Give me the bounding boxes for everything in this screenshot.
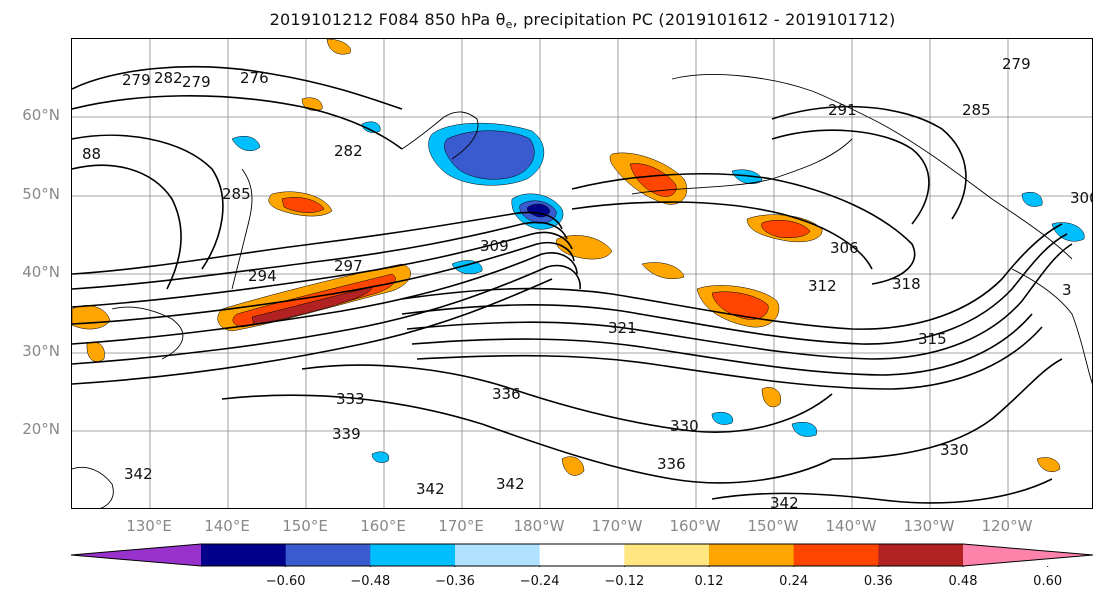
contour-label: 342 <box>770 494 799 509</box>
theta-e-contours <box>72 65 1073 504</box>
lon-label: 160°E <box>360 517 406 535</box>
contour-label: 291 <box>828 101 857 119</box>
contour-label: 321 <box>608 319 637 337</box>
contour-label: 285 <box>222 185 251 203</box>
map-panel: 279 282 279 276 88 282 285 294 297 309 3… <box>71 38 1093 509</box>
contour-label: 339 <box>332 425 361 443</box>
contour-label: 3 <box>1062 281 1072 299</box>
colorbar-segment <box>370 544 456 566</box>
colorbar-segment <box>539 544 625 566</box>
colorbar-tick-label: 0.36 <box>863 574 893 589</box>
precip-negative-areas <box>231 121 1085 463</box>
title-suffix: , precipitation PC (2019101612 - 2019101… <box>512 10 896 29</box>
colorbar-segment <box>624 544 710 566</box>
contour-label: 282 <box>154 69 183 87</box>
lat-label: 30°N <box>22 342 60 360</box>
colorbar-extend-min <box>71 544 201 566</box>
contour-label: 333 <box>336 390 365 408</box>
lon-label: 150°E <box>282 517 328 535</box>
title-prefix: 2019101212 F084 850 hPa θ <box>269 10 506 29</box>
colorbar-segment <box>878 544 964 566</box>
lon-label: 120°W <box>981 517 1033 535</box>
colorbar-tick-label: 0.48 <box>948 574 978 589</box>
contour-label: 312 <box>808 277 837 295</box>
lat-label: 60°N <box>22 106 60 124</box>
lat-label: 50°N <box>22 185 60 203</box>
lon-label: 130°E <box>126 517 172 535</box>
contour-label: 297 <box>334 257 363 275</box>
lon-label: 130°W <box>903 517 955 535</box>
contour-label: 306 <box>830 239 859 257</box>
contour-label: 309 <box>480 237 509 255</box>
lon-label: 180°W <box>513 517 565 535</box>
lon-label: 140°W <box>825 517 877 535</box>
contour-label: 294 <box>248 267 277 285</box>
colorbar-tick-label: −0.12 <box>604 574 645 589</box>
colorbar-tick-label: 0.24 <box>779 574 809 589</box>
colorbar-tick-label: 0.60 <box>1033 574 1063 589</box>
colorbar-segment <box>201 544 287 566</box>
contour-label: 342 <box>496 475 525 493</box>
contour-label: 300 <box>1070 189 1093 207</box>
contour-label: 279 <box>182 73 211 91</box>
lon-label: 140°E <box>204 517 250 535</box>
colorbar-segments <box>71 543 1094 567</box>
contour-label: 285 <box>962 101 991 119</box>
colorbar-segment <box>455 544 541 566</box>
contour-label: 282 <box>334 142 363 160</box>
contour-label: 318 <box>892 275 921 293</box>
colorbar-tick-label: 0.12 <box>694 574 724 589</box>
lon-label: 150°W <box>747 517 799 535</box>
colorbar-segment <box>285 544 371 566</box>
colorbar-outline <box>71 543 1094 567</box>
figure-title: 2019101212 F084 850 hPa θe, precipitatio… <box>0 10 1105 31</box>
contour-label: 342 <box>416 480 445 498</box>
colorbar-tick-label: −0.24 <box>519 574 560 589</box>
lon-label: 160°W <box>669 517 721 535</box>
contour-label: 342 <box>124 465 153 483</box>
contour-label: 279 <box>122 71 151 89</box>
contour-label: 336 <box>657 455 686 473</box>
contour-label: 315 <box>918 330 947 348</box>
contour-label: 279 <box>1002 55 1031 73</box>
colorbar-tick-label: −0.48 <box>350 574 391 589</box>
lat-label: 40°N <box>22 263 60 281</box>
contour-label: 330 <box>670 417 699 435</box>
contour-label-group: 279 282 279 276 88 282 285 294 297 309 3… <box>82 55 1093 509</box>
contour-label: 336 <box>492 385 521 403</box>
lon-label: 170°E <box>438 517 484 535</box>
colorbar-extend-max <box>963 544 1093 566</box>
title-subscript: e <box>505 18 513 31</box>
contour-label: 330 <box>940 441 969 459</box>
colorbar <box>71 543 1094 567</box>
colorbar-segment <box>709 544 795 566</box>
map-canvas: 279 282 279 276 88 282 285 294 297 309 3… <box>72 39 1093 509</box>
colorbar-segment <box>793 544 879 566</box>
colorbar-tick-label: −0.36 <box>435 574 475 589</box>
contour-label: 276 <box>240 69 269 87</box>
colorbar-tick-label: −0.60 <box>265 574 306 589</box>
contour-label: 88 <box>82 145 101 163</box>
lon-label: 170°W <box>591 517 643 535</box>
lat-label: 20°N <box>22 420 60 438</box>
coastlines <box>72 74 1092 508</box>
